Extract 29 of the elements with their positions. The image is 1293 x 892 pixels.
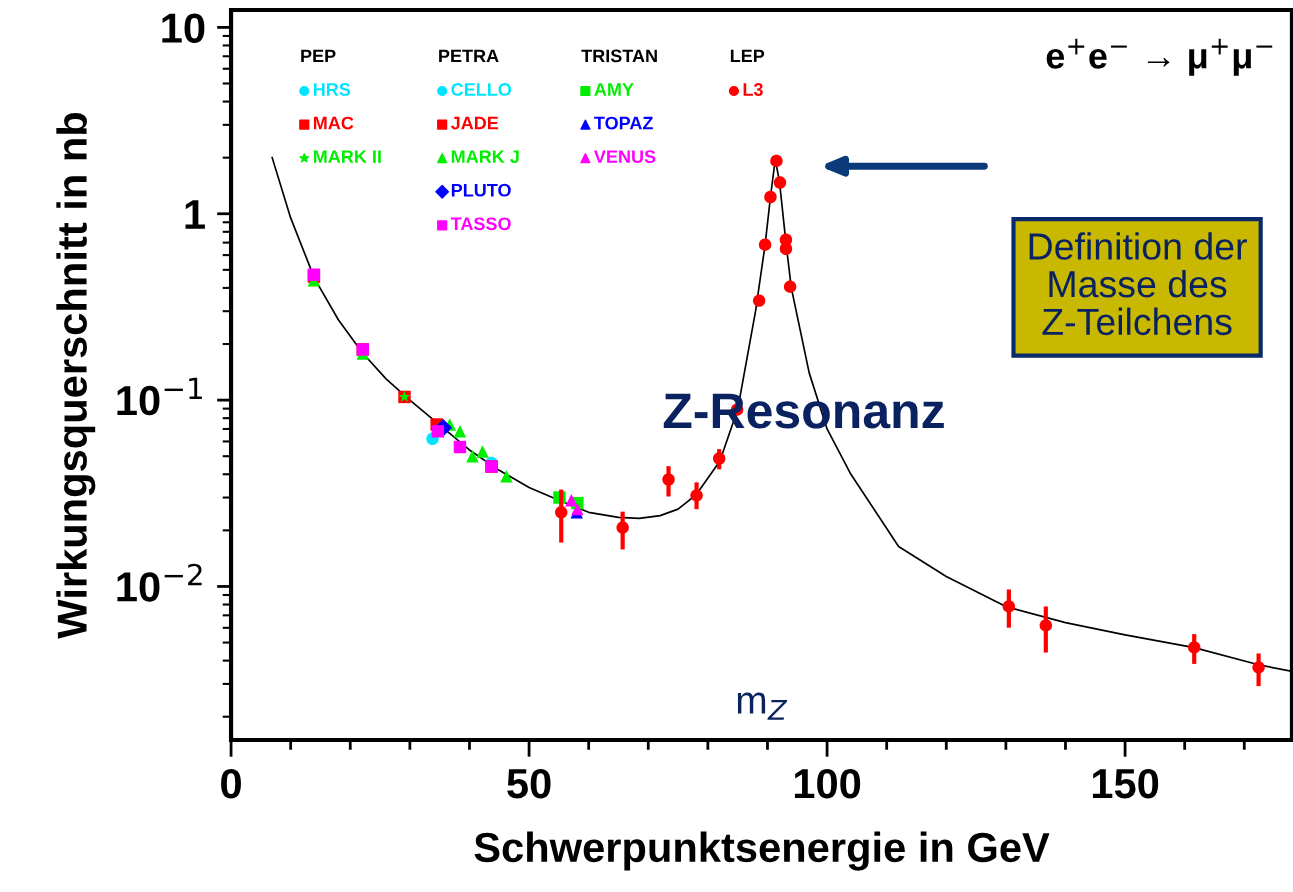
annotation: TRISTAN <box>581 49 657 63</box>
annotation: PEP <box>301 49 336 63</box>
x-tick-label: 50 <box>507 768 551 799</box>
legend-label: JADE <box>450 116 499 130</box>
legend-label: TOPAZ <box>594 116 653 130</box>
x-tick-label: 0 <box>221 768 241 799</box>
annotation: Definition der Masse des Z-Teilchens <box>1029 232 1247 336</box>
x-tick-label: 150 <box>1092 768 1159 799</box>
legend-label: HRS <box>313 83 351 96</box>
x-tick-label: 100 <box>794 768 861 799</box>
legend-label: CELLO <box>451 83 512 96</box>
y-tick-label: 10 <box>162 13 205 43</box>
y-tick-label: 10$^{−2}$ <box>117 563 202 602</box>
y-axis-title: Wirkungsquerschnitt in nb <box>56 112 96 639</box>
legend-label: TASSO <box>450 217 511 231</box>
annotation: m$_{Z}$ <box>737 692 788 720</box>
x-axis-title: Schwerpunktsenergie in GeV <box>474 831 1050 871</box>
annotation: PETRA <box>439 49 499 63</box>
legend-label: MAC <box>313 116 354 130</box>
annotation: LEP <box>730 49 765 63</box>
y-tick-label: 10$^{−1}$ <box>117 377 202 416</box>
legend-label: MARK II <box>313 150 381 163</box>
legend-label: MARK J <box>451 150 519 164</box>
annotation: e$^{+}$e$^{−}$ → μ$^{+}$μ$^{−}$ <box>1046 38 1273 76</box>
legend-label: AMY <box>594 83 634 96</box>
legend-label: PLUTO <box>451 183 511 197</box>
y-tick-label: 1 <box>185 200 205 229</box>
legend-label: VENUS <box>594 150 656 164</box>
legend-label: L3 <box>743 83 763 96</box>
